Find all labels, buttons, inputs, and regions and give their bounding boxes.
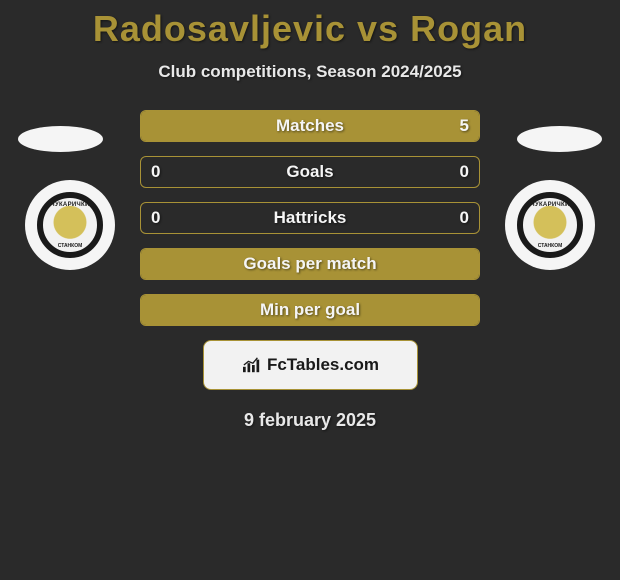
subtitle: Club competitions, Season 2024/2025 [0,62,620,82]
club-badge-right: ЧУКАРИЧКИ СТАНКОМ [505,180,595,270]
brand-name: FcTables.com [267,355,379,375]
date-label: 9 february 2025 [0,410,620,431]
stat-row-goals-per-match: Goals per match [140,248,480,280]
stat-value-left: 0 [151,208,160,228]
comparison-title: Radosavljevic vs Rogan [0,0,620,50]
chart-icon [241,356,263,374]
stat-row-min-per-goal: Min per goal [140,294,480,326]
stat-value-left: 0 [151,162,160,182]
badge-text-top: ЧУКАРИЧКИ [523,202,577,208]
stats-container: Matches 5 0 Goals 0 0 Hattricks 0 Goals … [140,110,480,326]
stat-label: Goals per match [243,254,376,274]
player-avatar-left [18,126,103,152]
badge-text-bottom: СТАНКОМ [43,243,97,249]
badge-text-bottom: СТАНКОМ [523,243,577,249]
stat-label: Min per goal [260,300,360,320]
stat-label: Matches [276,116,344,136]
player-avatar-right [517,126,602,152]
stat-value-right: 0 [460,162,469,182]
stat-label: Hattricks [274,208,347,228]
stat-value-right: 5 [460,116,469,136]
stat-label: Goals [286,162,333,182]
badge-text-top: ЧУКАРИЧКИ [43,202,97,208]
stat-value-right: 0 [460,208,469,228]
stat-row-goals: 0 Goals 0 [140,156,480,188]
brand-attribution: FcTables.com [203,340,418,390]
stat-row-hattricks: 0 Hattricks 0 [140,202,480,234]
club-badge-left: ЧУКАРИЧКИ СТАНКОМ [25,180,115,270]
stat-row-matches: Matches 5 [140,110,480,142]
